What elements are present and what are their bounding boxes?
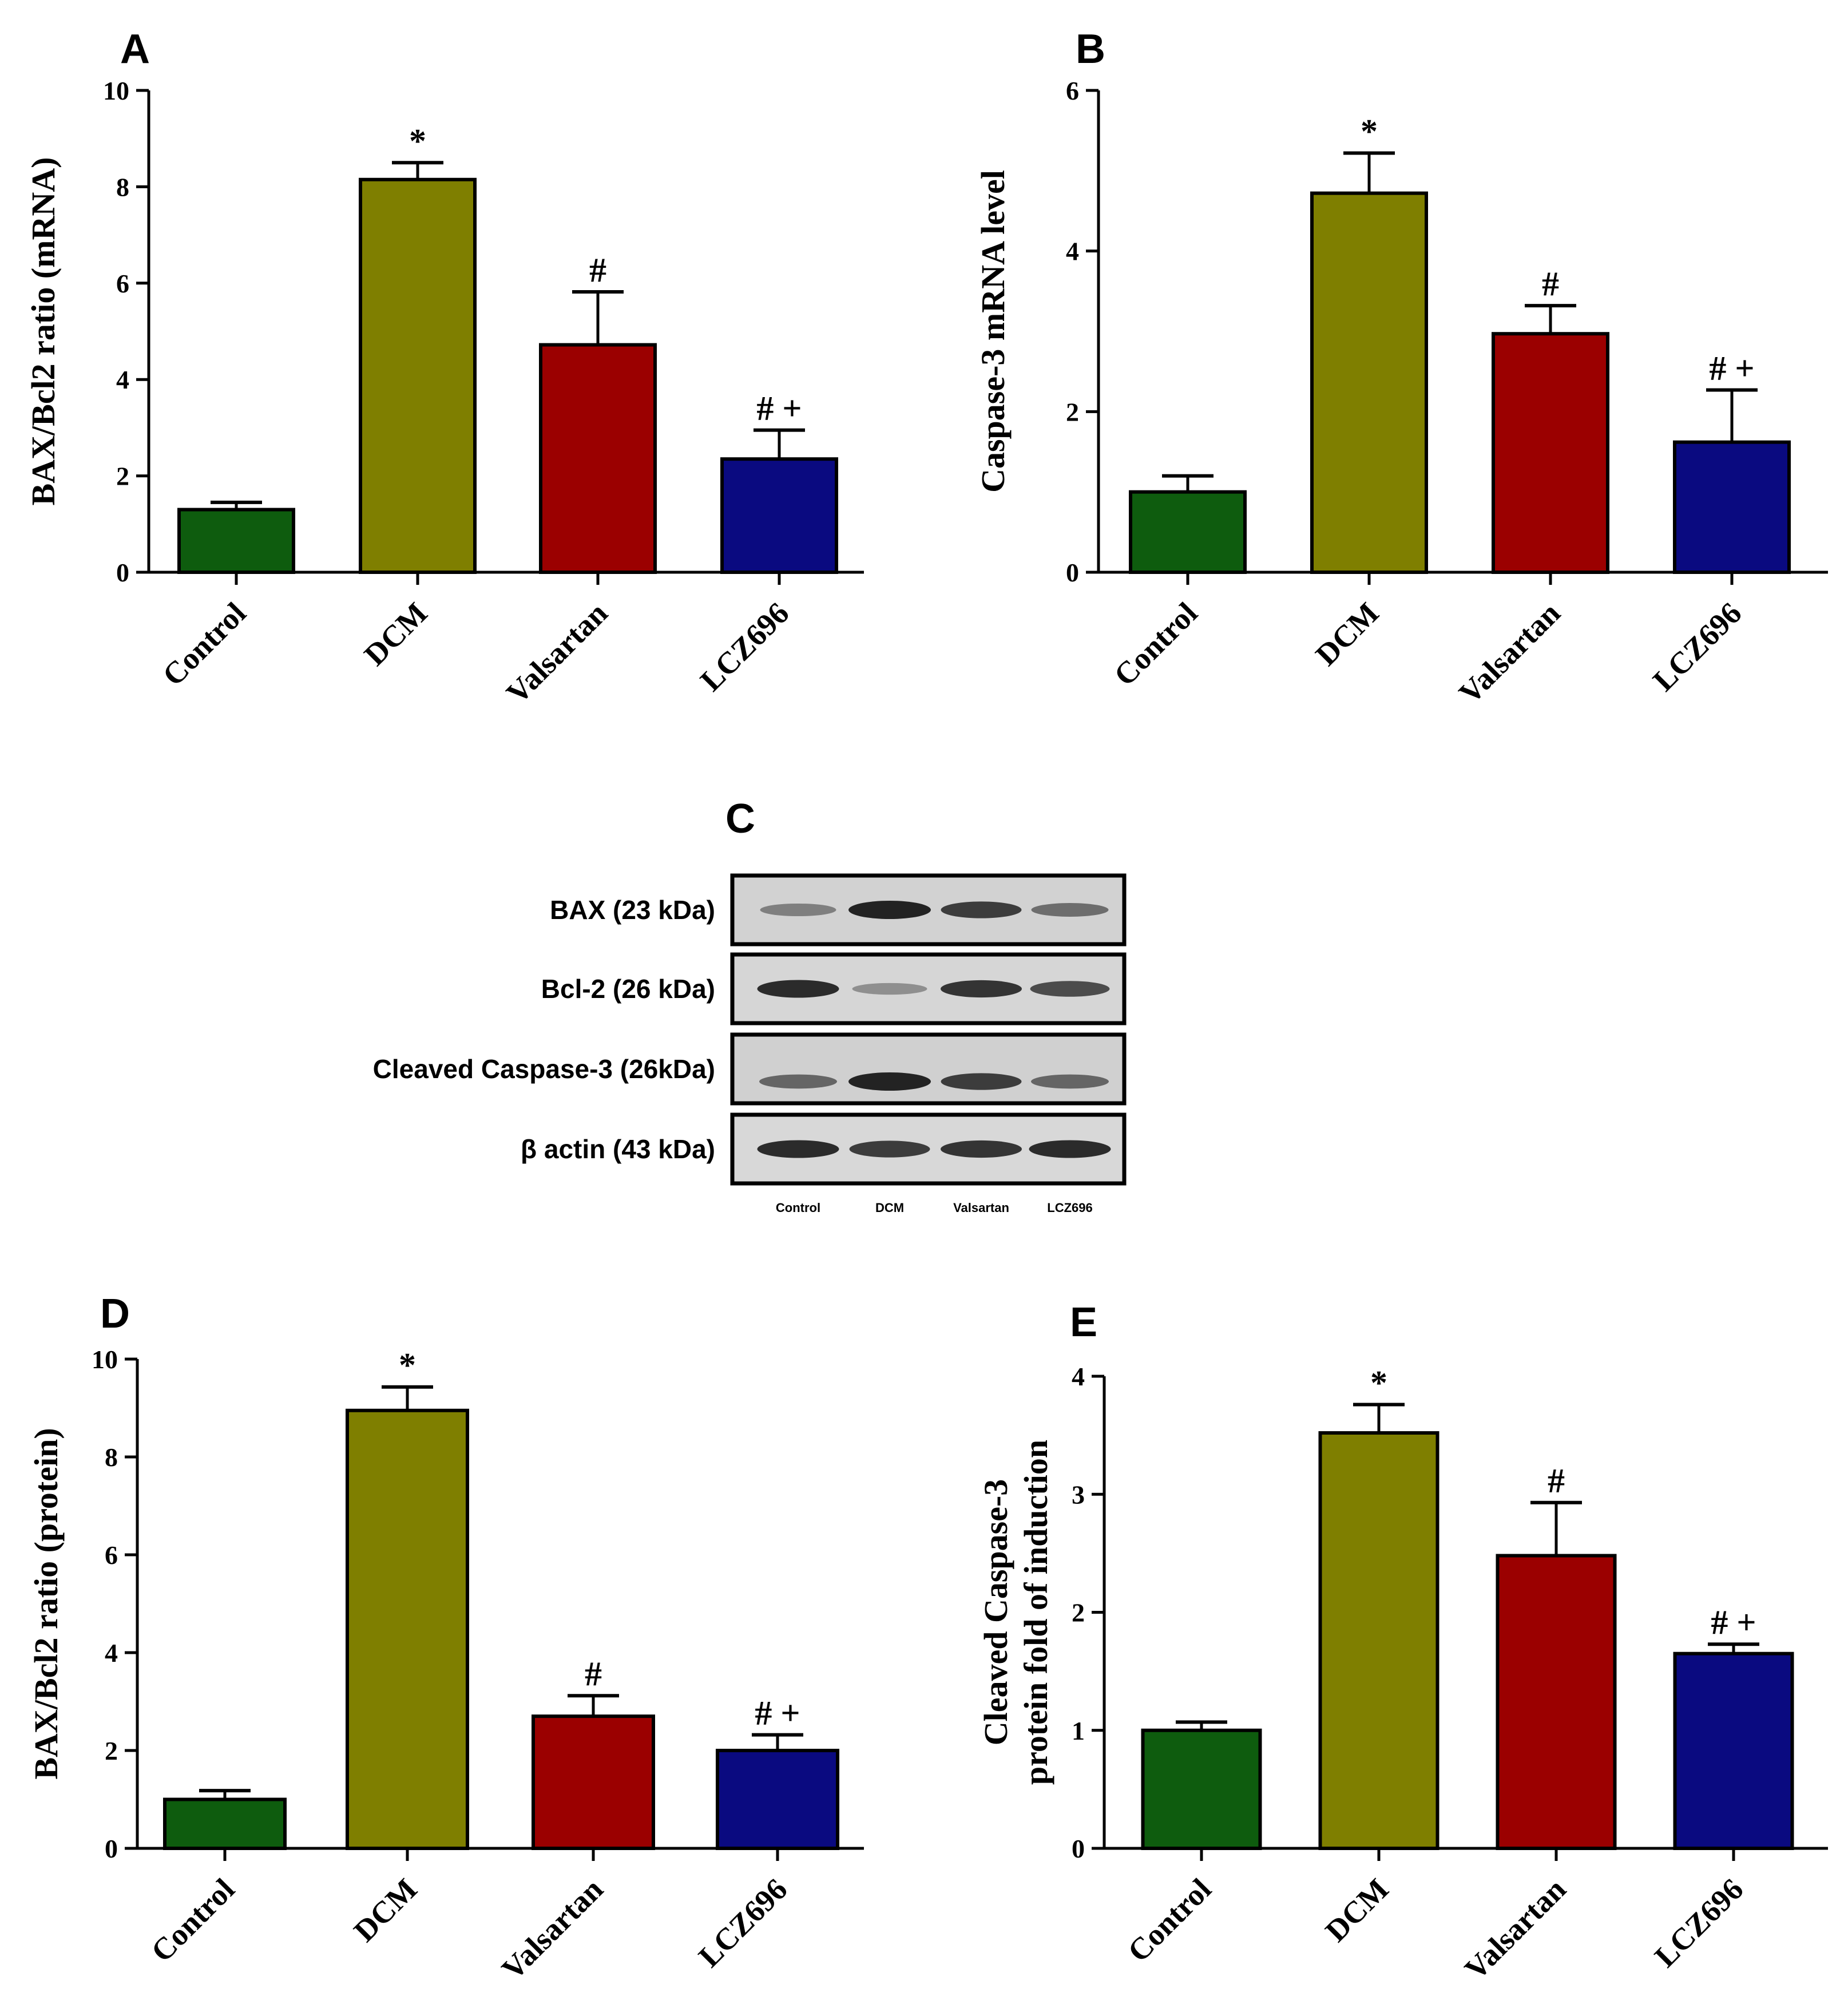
panel-c-western-blot: C BAX (23 kDa) Bcl-2 (26 kDa) Cleaved Caspa… — [373, 796, 1127, 1215]
panel-letter: D — [100, 1291, 130, 1337]
bar-lcz696 — [720, 457, 838, 574]
y-tick-label: 0 — [1072, 1834, 1085, 1863]
blot-band — [848, 1072, 931, 1091]
blot-lane-label: Control — [776, 1201, 820, 1215]
significance-label: # — [585, 1655, 602, 1693]
blot-band — [759, 1074, 837, 1089]
panel-letter: A — [120, 26, 150, 72]
blot-row-label: Bcl-2 (26 kDa) — [541, 974, 715, 1004]
significance-label: # + — [1709, 349, 1754, 387]
bar-control — [1129, 490, 1247, 575]
y-tick-label: 6 — [105, 1540, 118, 1570]
significance-label: # — [1542, 265, 1559, 303]
panel-letter: C — [725, 796, 755, 842]
blot-band — [1031, 903, 1109, 917]
blot-lane-label: LCZ696 — [1047, 1201, 1092, 1215]
y-tick-label: 10 — [92, 1345, 118, 1374]
y-axis-label: BAX/Bcl2 ratio (protein) — [27, 1428, 65, 1779]
bar-dcm — [1318, 1431, 1439, 1850]
significance-label: # — [589, 251, 606, 289]
significance-label: # — [1548, 1462, 1565, 1500]
blot-row-label: Cleaved Caspase-3 (26kDa) — [373, 1054, 715, 1084]
significance-label: # + — [1711, 1603, 1756, 1641]
y-axis-label: protein fold of induction — [1017, 1440, 1054, 1785]
bar-control — [177, 508, 295, 574]
blot-lane-label: Valsartan — [953, 1201, 1009, 1215]
y-axis-label: Cleaved Caspase-3 — [977, 1479, 1014, 1746]
significance-label: # + — [756, 390, 802, 427]
y-tick-label: 2 — [116, 462, 129, 491]
blot-band — [852, 983, 927, 995]
y-tick-label: 0 — [116, 558, 129, 587]
bar-dcm — [1310, 191, 1428, 575]
bar-control — [1141, 1728, 1262, 1850]
y-axis-label: BAX/Bcl2 ratio (mRNA) — [25, 157, 62, 506]
y-tick-label: 1 — [1072, 1716, 1085, 1745]
panel-letter: E — [1070, 1300, 1097, 1345]
bar-lcz696 — [1673, 1651, 1794, 1850]
y-tick-label: 10 — [103, 76, 129, 105]
y-tick-label: 8 — [116, 172, 129, 201]
bar-valsartan — [1492, 332, 1609, 575]
blot-band — [941, 901, 1022, 918]
blot-band — [848, 901, 931, 919]
significance-label: * — [409, 122, 426, 160]
blot-band — [849, 1140, 930, 1158]
y-tick-label: 2 — [1066, 397, 1079, 426]
y-tick-label: 4 — [1072, 1362, 1085, 1391]
y-tick-label: 6 — [116, 269, 129, 298]
bar-lcz696 — [716, 1749, 839, 1850]
blot-row-label: β actin (43 kDa) — [521, 1134, 715, 1164]
y-tick-label: 2 — [1072, 1598, 1085, 1627]
panel-letter: B — [1076, 26, 1105, 72]
significance-label: * — [399, 1346, 416, 1384]
y-axis-label: Caspase-3 mRNA level — [974, 170, 1012, 493]
blot-band — [1029, 1140, 1111, 1158]
blot-lane-label: DCM — [875, 1201, 904, 1215]
y-tick-label: 8 — [105, 1443, 118, 1472]
significance-label: * — [1370, 1364, 1387, 1402]
bar-lcz696 — [1673, 440, 1791, 574]
y-tick-label: 3 — [1072, 1480, 1085, 1509]
blot-band — [1031, 1074, 1109, 1089]
y-tick-label: 4 — [105, 1638, 118, 1668]
blot-row-label: BAX (23 kDa) — [550, 895, 715, 925]
blot-strip — [730, 1032, 1127, 1106]
y-tick-label: 2 — [105, 1736, 118, 1765]
blot-band — [941, 980, 1022, 998]
significance-label: * — [1361, 112, 1378, 150]
y-tick-label: 4 — [1066, 237, 1079, 266]
y-tick-label: 4 — [116, 365, 129, 394]
bar-dcm — [359, 177, 477, 574]
significance-label: # + — [755, 1694, 800, 1732]
blot-band — [941, 1073, 1022, 1090]
blot-band — [941, 1140, 1022, 1158]
bar-dcm — [346, 1408, 469, 1850]
y-tick-label: 0 — [1066, 558, 1079, 587]
blot-band — [757, 1140, 839, 1158]
bar-control — [163, 1797, 287, 1850]
blot-band — [1030, 981, 1110, 997]
bar-valsartan — [532, 1714, 655, 1850]
bar-valsartan — [539, 343, 657, 574]
y-tick-label: 6 — [1066, 76, 1079, 105]
blot-band — [757, 980, 839, 998]
bar-valsartan — [1496, 1554, 1617, 1850]
y-tick-label: 0 — [105, 1834, 118, 1863]
blot-band — [760, 903, 836, 917]
